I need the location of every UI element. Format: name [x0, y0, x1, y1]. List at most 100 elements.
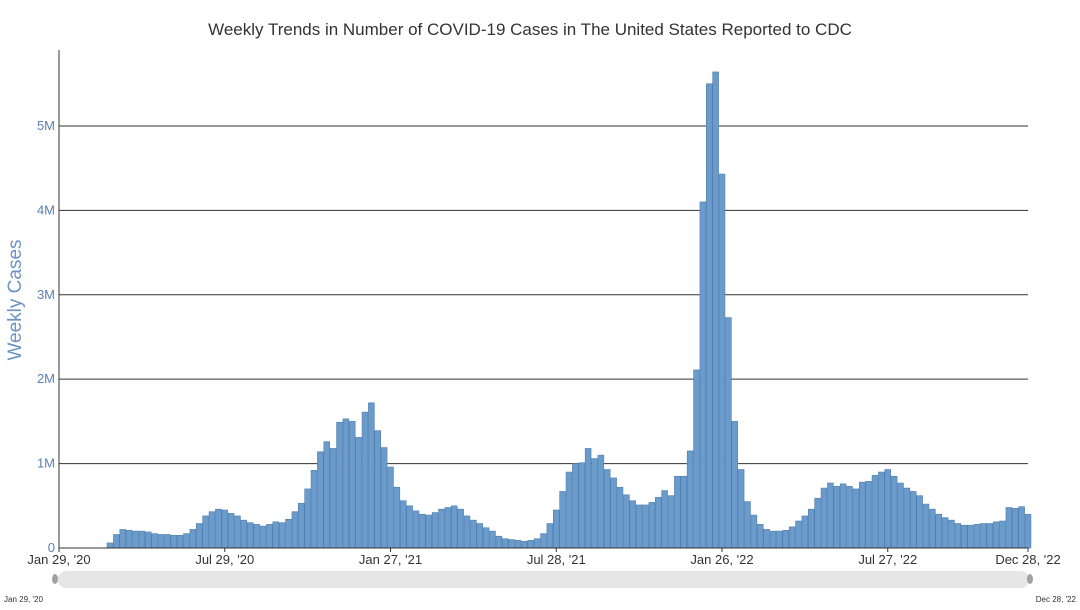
bar — [706, 83, 713, 549]
bar — [234, 515, 241, 549]
bar — [291, 511, 299, 549]
bar — [368, 402, 375, 549]
bar — [699, 201, 707, 549]
bar — [521, 540, 528, 549]
bar — [304, 488, 311, 549]
bar — [674, 475, 681, 549]
bar — [489, 530, 496, 549]
chart-title: Weekly Trends in Number of COVID-19 Case… — [208, 20, 852, 39]
navigator-end-label: Dec 28, '22 — [1036, 595, 1077, 604]
bar — [183, 533, 190, 549]
bar — [215, 508, 222, 549]
bar — [208, 511, 216, 549]
bar — [680, 475, 687, 549]
bar — [871, 475, 879, 549]
bar — [272, 521, 279, 549]
bar — [878, 471, 885, 549]
bar — [329, 448, 337, 549]
bar — [999, 520, 1006, 549]
bar — [744, 501, 751, 549]
bar — [157, 534, 165, 549]
bar — [820, 487, 828, 549]
bar — [655, 497, 662, 549]
bar — [642, 504, 649, 549]
bar — [138, 530, 146, 549]
bar — [986, 523, 993, 549]
bar — [470, 519, 477, 549]
bar — [247, 522, 254, 549]
y-tick-label: 5M — [37, 118, 55, 133]
bar — [406, 505, 413, 549]
bar — [221, 509, 228, 549]
bar — [310, 470, 318, 549]
bar — [202, 515, 209, 549]
bar — [910, 491, 917, 549]
y-tick-label: 3M — [37, 287, 55, 302]
y-tick-label: 2M — [37, 371, 55, 386]
bar — [546, 523, 554, 549]
bar — [890, 475, 898, 549]
bar — [897, 482, 904, 549]
bar — [929, 508, 936, 549]
bar — [298, 502, 305, 549]
bar — [419, 513, 426, 549]
x-tick-label: Jan 29, '20 — [27, 552, 90, 567]
bar — [763, 529, 770, 549]
bar — [164, 534, 171, 549]
bar — [916, 495, 923, 549]
bar — [285, 519, 292, 549]
y-tick-label: 4M — [37, 202, 55, 217]
bar — [1024, 513, 1032, 549]
bar — [336, 421, 343, 549]
bar — [393, 486, 401, 549]
bar — [278, 522, 286, 549]
bar — [113, 534, 120, 549]
bar — [827, 482, 834, 549]
bar — [616, 486, 624, 549]
bar — [635, 504, 643, 549]
bar — [712, 71, 719, 549]
bar — [941, 517, 949, 549]
bar — [839, 483, 847, 549]
range-navigator[interactable]: Jan 29, '20 Dec 28, '22 — [4, 571, 1077, 604]
bar — [903, 487, 911, 549]
bar — [808, 508, 815, 549]
bar — [718, 173, 726, 549]
bar — [591, 458, 598, 549]
bar — [604, 469, 611, 549]
bar — [559, 491, 566, 549]
bar — [846, 486, 853, 549]
bar — [387, 466, 394, 549]
bar — [412, 510, 420, 549]
bar — [355, 437, 362, 549]
bar — [514, 540, 522, 549]
bar — [1018, 506, 1025, 549]
bar — [980, 523, 987, 549]
bar — [444, 507, 452, 549]
bar — [259, 525, 267, 549]
bar — [776, 530, 783, 549]
bar — [769, 530, 777, 549]
bar — [527, 540, 534, 549]
bar — [495, 535, 503, 549]
navigator-track[interactable] — [58, 571, 1029, 588]
navigator-handle-left[interactable] — [52, 574, 58, 584]
bar — [859, 481, 866, 549]
bar — [750, 514, 758, 549]
bar — [801, 515, 809, 549]
bar — [240, 519, 248, 549]
bar — [572, 463, 579, 549]
bar — [508, 539, 515, 549]
bar — [935, 513, 942, 549]
bar — [948, 519, 955, 549]
navigator-handle-right[interactable] — [1027, 574, 1033, 584]
bar — [380, 447, 388, 549]
bar — [170, 535, 177, 549]
bar — [106, 542, 114, 549]
gridlines — [59, 125, 1028, 465]
bar — [795, 520, 802, 549]
bar — [400, 500, 407, 549]
bar — [502, 538, 509, 549]
bar — [361, 411, 369, 549]
